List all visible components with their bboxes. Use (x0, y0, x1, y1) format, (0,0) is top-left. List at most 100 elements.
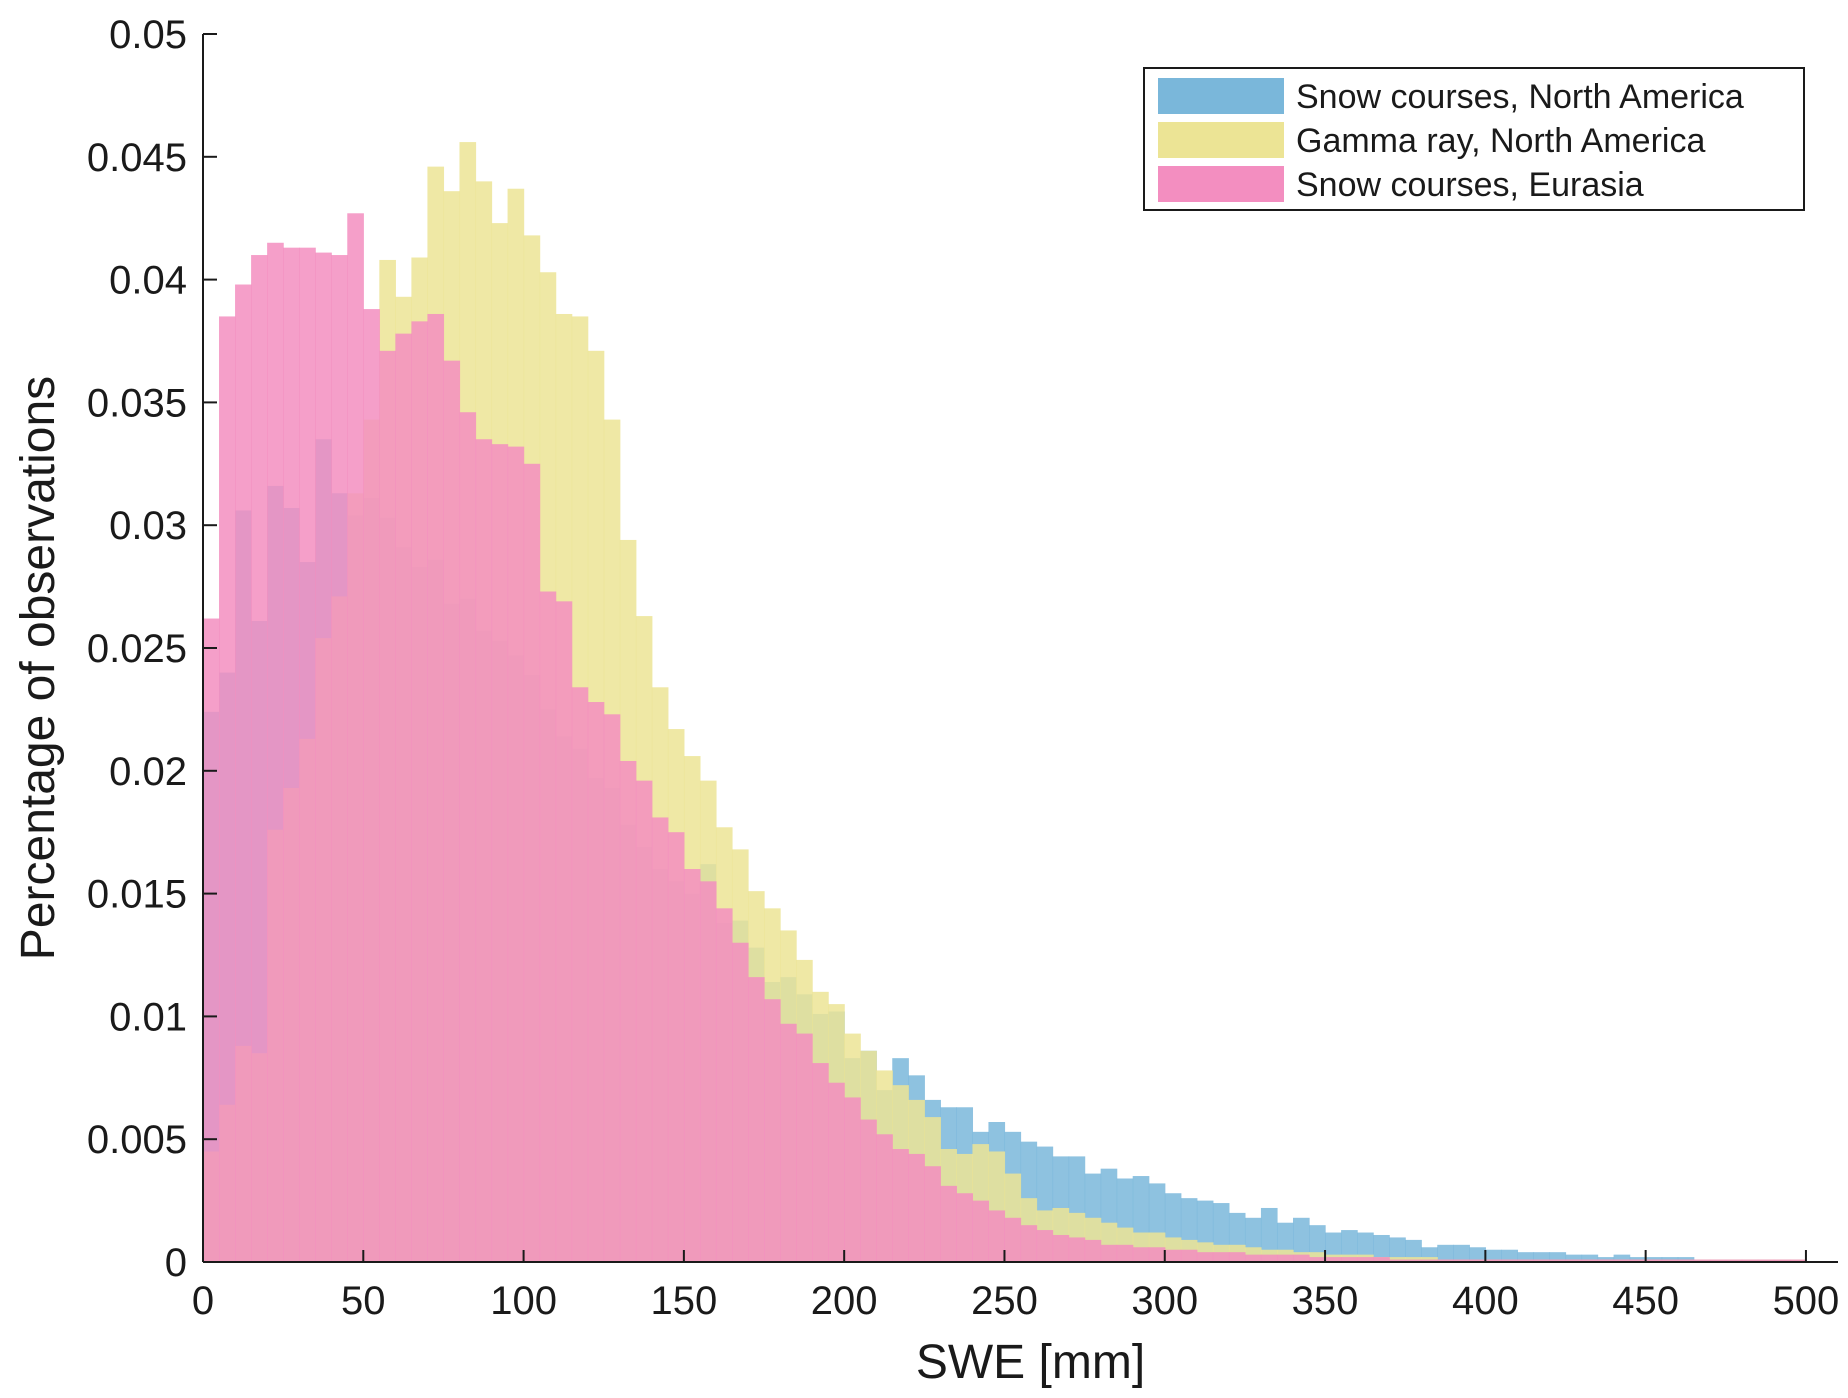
bar (1501, 1259, 1519, 1262)
bar (956, 1193, 974, 1262)
bar (1164, 1249, 1182, 1262)
bar (796, 1033, 813, 1262)
bar (1405, 1239, 1422, 1262)
bar (1309, 1257, 1326, 1262)
x-tick-label: 200 (811, 1279, 878, 1323)
x-tick-label: 500 (1773, 1279, 1840, 1323)
bar (1260, 1207, 1278, 1262)
bar (571, 687, 589, 1262)
bar (1389, 1259, 1406, 1262)
series-3 (203, 213, 1807, 1263)
bar (1437, 1259, 1454, 1262)
y-tick-label: 0.045 (87, 136, 187, 180)
x-tick-label: 300 (1131, 1279, 1198, 1323)
bar (1036, 1230, 1054, 1262)
bar (619, 760, 637, 1262)
y-tick-label: 0.05 (109, 13, 187, 57)
bar (972, 1200, 990, 1262)
bar (1485, 1259, 1502, 1262)
bar (283, 247, 300, 1262)
x-tick-label: 150 (651, 1279, 718, 1323)
bar (1597, 1259, 1615, 1262)
bar (363, 309, 380, 1262)
bar (1501, 1249, 1519, 1262)
bar (1212, 1252, 1230, 1262)
ticks-layer: 0 50 100 150 200 250 300 350 400 450 500 0 0.005 0.01… (87, 13, 1839, 1323)
bar (395, 333, 412, 1263)
bar (411, 321, 429, 1262)
bar (427, 313, 445, 1262)
bar (1373, 1257, 1390, 1262)
bar (523, 463, 541, 1262)
bar (315, 252, 332, 1263)
bar (1533, 1252, 1551, 1262)
legend-label: Snow courses, North America (1296, 78, 1744, 116)
y-tick-label: 0.02 (109, 750, 187, 794)
bar (908, 1153, 925, 1262)
bar (379, 350, 396, 1263)
legend: Snow courses, North America Gamma ray, No… (1143, 67, 1805, 211)
bar (731, 942, 749, 1262)
x-tick-label: 50 (341, 1279, 386, 1323)
bar (1517, 1259, 1535, 1262)
bar (1004, 1217, 1022, 1262)
bar (603, 714, 621, 1262)
bar (1773, 1259, 1791, 1262)
bar (1357, 1257, 1374, 1262)
bar (235, 284, 252, 1263)
bar (1677, 1259, 1695, 1262)
bar (924, 1166, 941, 1262)
bar (1100, 1244, 1118, 1262)
bar (555, 601, 573, 1262)
y-tick-label: 0 (165, 1241, 187, 1285)
y-tick-label: 0.015 (87, 873, 187, 917)
bar (764, 999, 781, 1262)
bars-layer (203, 142, 1807, 1263)
bar (491, 444, 509, 1263)
bar (940, 1185, 957, 1262)
bar (1389, 1237, 1406, 1262)
bar (1549, 1259, 1567, 1262)
bar (748, 977, 765, 1262)
bar (331, 255, 348, 1263)
legend-swatch (1158, 78, 1284, 114)
bar (1421, 1259, 1438, 1262)
bar (1469, 1259, 1486, 1262)
x-axis-title: SWE [mm] (916, 1336, 1145, 1389)
bar (1741, 1259, 1759, 1262)
bar (1325, 1257, 1342, 1262)
bar (812, 1063, 829, 1262)
bar (1789, 1259, 1807, 1262)
bar (860, 1119, 877, 1262)
x-tick-label: 350 (1292, 1279, 1359, 1323)
y-tick-label: 0.04 (109, 259, 187, 303)
bar (347, 213, 364, 1263)
x-tick-label: 100 (490, 1279, 557, 1323)
bar (988, 1210, 1006, 1262)
bar (1709, 1259, 1727, 1262)
bar (683, 869, 701, 1262)
bar (1260, 1254, 1278, 1262)
bar (1453, 1259, 1470, 1262)
bar (1068, 1237, 1086, 1262)
legend-label: Gamma ray, North America (1296, 122, 1705, 160)
y-tick-label: 0.005 (87, 1118, 187, 1162)
bar (1244, 1254, 1262, 1262)
bar (1693, 1259, 1711, 1262)
bar (1629, 1259, 1647, 1262)
bar (1228, 1252, 1246, 1262)
bar (1341, 1257, 1358, 1262)
bar (1645, 1259, 1663, 1262)
legend-swatch (1158, 166, 1284, 202)
bar (1373, 1234, 1390, 1262)
bar (1757, 1259, 1775, 1262)
x-tick-label: 450 (1612, 1279, 1679, 1323)
x-tick-label: 250 (971, 1279, 1038, 1323)
bar (1405, 1259, 1422, 1262)
bar (1341, 1230, 1358, 1262)
bar (892, 1149, 909, 1262)
bar (715, 908, 733, 1262)
bar (780, 1023, 797, 1262)
bar (651, 817, 669, 1262)
bar (1581, 1254, 1599, 1262)
